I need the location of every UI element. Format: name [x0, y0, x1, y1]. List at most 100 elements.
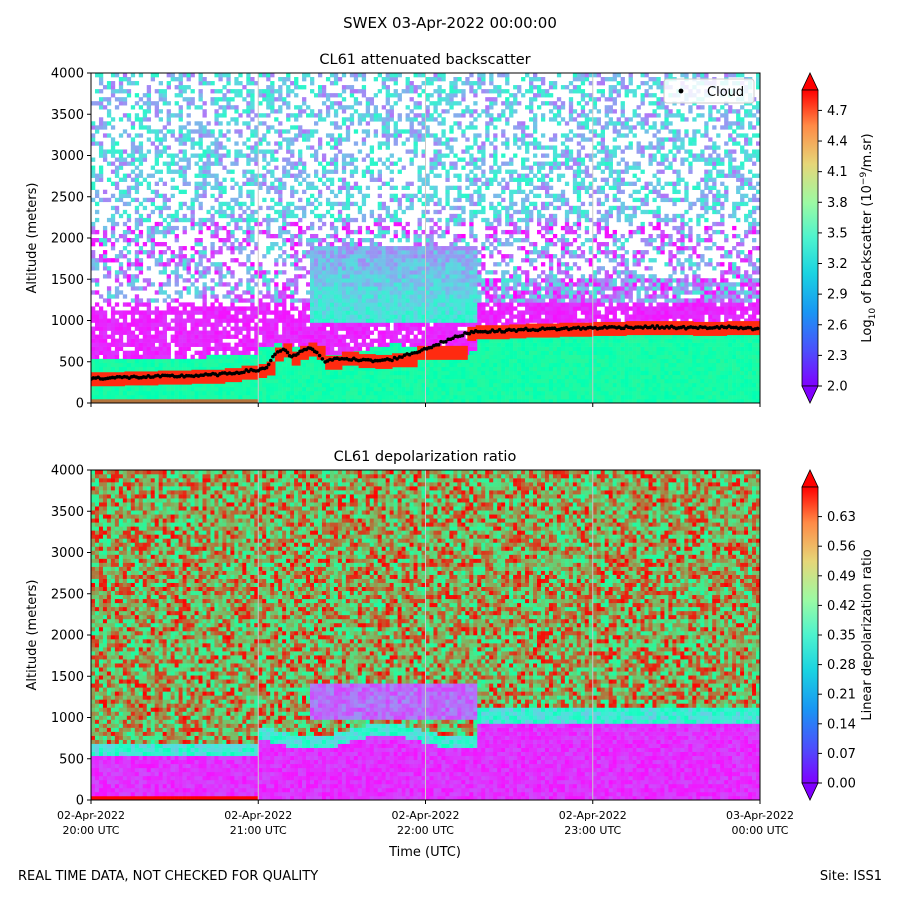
- backscatter-cell: [365, 334, 371, 339]
- backscatter-cell: [258, 181, 263, 186]
- backscatter-cell: [250, 105, 255, 110]
- backscatter-cell: [206, 382, 211, 388]
- backscatter-cell: [218, 282, 223, 287]
- backscatter-cell: [234, 217, 239, 223]
- backscatter-cell: [365, 306, 371, 311]
- backscatter-cell: [341, 258, 347, 263]
- backscatter-cell: [409, 382, 414, 388]
- backscatter-cell: [405, 205, 410, 211]
- backscatter-cell: [341, 117, 347, 122]
- backscatter-cell: [314, 149, 319, 154]
- backscatter-cell: [381, 181, 386, 186]
- backscatter-cell: [437, 274, 442, 279]
- backscatter-cell: [190, 201, 195, 207]
- backscatter-cell: [405, 394, 410, 400]
- backscatter-cell: [146, 117, 152, 122]
- backscatter-cell: [218, 342, 223, 347]
- backscatter-cell: [377, 205, 382, 211]
- backscatter-cell: [294, 298, 299, 303]
- backscatter-cell: [182, 73, 187, 78]
- backscatter-cell: [377, 177, 382, 182]
- backscatter-cell: [234, 153, 239, 158]
- backscatter-cell: [409, 370, 414, 376]
- backscatter-cell: [122, 394, 128, 400]
- backscatter-cell: [138, 346, 144, 351]
- backscatter-cell: [409, 121, 414, 126]
- backscatter-cell: [214, 161, 219, 166]
- backscatter-cell: [306, 342, 311, 347]
- backscatter-cell: [290, 398, 295, 403]
- backscatter-cell: [110, 246, 116, 251]
- backscatter-cell: [433, 262, 438, 267]
- backscatter-cell: [206, 330, 211, 335]
- backscatter-cell: [218, 386, 223, 392]
- backscatter-cell: [262, 217, 267, 223]
- backscatter-cell: [345, 137, 351, 142]
- backscatter-cell: [270, 346, 275, 351]
- backscatter-cell: [349, 294, 355, 299]
- backscatter-cell: [345, 330, 351, 335]
- backscatter-cell: [158, 270, 163, 275]
- backscatter-cell: [461, 89, 466, 94]
- backscatter-cell: [274, 233, 279, 239]
- backscatter-cell: [421, 165, 426, 170]
- backscatter-cell: [337, 310, 343, 315]
- backscatter-cell: [353, 201, 359, 207]
- backscatter-cell: [294, 258, 299, 263]
- backscatter-cell: [413, 382, 418, 388]
- backscatter-cell: [453, 378, 458, 384]
- backscatter-cell: [202, 181, 207, 186]
- backscatter-cell: [218, 213, 223, 219]
- backscatter-cell: [154, 354, 159, 360]
- backscatter-cell: [405, 149, 410, 154]
- backscatter-cell: [238, 350, 243, 355]
- backscatter-cell: [325, 141, 331, 146]
- backscatter-cell: [234, 322, 239, 327]
- backscatter-cell: [222, 85, 227, 90]
- backscatter-cell: [178, 290, 183, 295]
- backscatter-cell: [306, 318, 311, 323]
- backscatter-cell: [218, 105, 223, 110]
- backscatter-cell: [130, 125, 136, 130]
- backscatter-cell: [421, 213, 426, 219]
- backscatter-cell: [230, 302, 235, 307]
- backscatter-cell: [381, 133, 386, 138]
- backscatter-cell: [138, 314, 144, 319]
- backscatter-cell: [154, 73, 159, 78]
- backscatter-cell: [433, 173, 438, 178]
- backscatter-cell: [377, 290, 382, 295]
- backscatter-cell: [425, 77, 430, 82]
- backscatter-cell: [190, 145, 195, 150]
- backscatter-cell: [413, 394, 418, 400]
- backscatter-cell: [381, 306, 386, 311]
- backscatter-cell: [94, 201, 100, 207]
- backscatter-cell: [381, 201, 386, 207]
- backscatter-cell: [258, 358, 263, 364]
- backscatter-cell: [186, 330, 191, 335]
- backscatter-cell: [278, 193, 283, 199]
- backscatter-cell: [457, 278, 462, 283]
- backscatter-cell: [266, 77, 271, 82]
- backscatter-cell: [254, 382, 259, 388]
- backscatter-cell: [94, 334, 100, 339]
- backscatter-cell: [317, 374, 323, 380]
- backscatter-cell: [238, 386, 243, 392]
- backscatter-cell: [405, 282, 410, 287]
- backscatter-cell: [413, 129, 418, 134]
- backscatter-cell: [202, 133, 207, 138]
- backscatter-cell: [122, 238, 128, 243]
- backscatter-cell: [210, 338, 215, 343]
- backscatter-cell: [262, 278, 267, 283]
- backscatter-cell: [186, 386, 191, 392]
- backscatter-cell: [365, 374, 371, 380]
- backscatter-cell: [337, 149, 343, 154]
- backscatter-cell: [377, 346, 382, 351]
- backscatter-cell: [369, 394, 375, 400]
- backscatter-cell: [365, 342, 371, 347]
- backscatter-cell: [413, 398, 418, 403]
- backscatter-cell: [314, 338, 319, 343]
- backscatter-cell: [385, 254, 390, 259]
- backscatter-cell: [449, 89, 454, 94]
- backscatter-cell: [194, 362, 199, 368]
- backscatter-cell: [98, 398, 104, 403]
